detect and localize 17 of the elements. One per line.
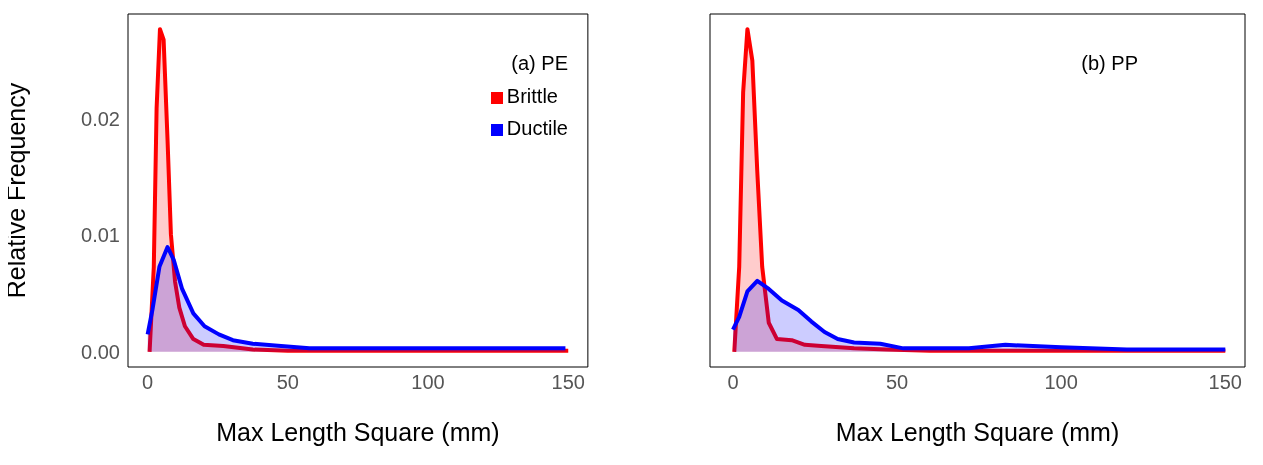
x-tick-label: 0 [142,371,154,394]
x-tick-label: 150 [1208,371,1242,394]
x-tick-label: 50 [276,371,299,394]
x-tick-label: 50 [885,371,909,394]
x-tick-label: 0 [727,371,739,394]
legend-label: Brittle [506,85,558,107]
annotation: (b) PP [1081,52,1138,75]
annotation: (a) PE [511,52,568,75]
x-tick-label: 150 [551,371,585,394]
y-tick-label: 0.00 [81,340,120,363]
legend-label: Ductile [506,117,568,139]
x-axis-title: Max Length Square (mm) [835,418,1120,446]
x-tick-label: 100 [1044,371,1078,394]
x-axis-title: Max Length Square (mm) [216,418,500,446]
y-tick-label: 0.02 [81,107,120,130]
y-tick-label: 0.01 [81,224,120,247]
x-tick-label: 100 [411,371,445,394]
